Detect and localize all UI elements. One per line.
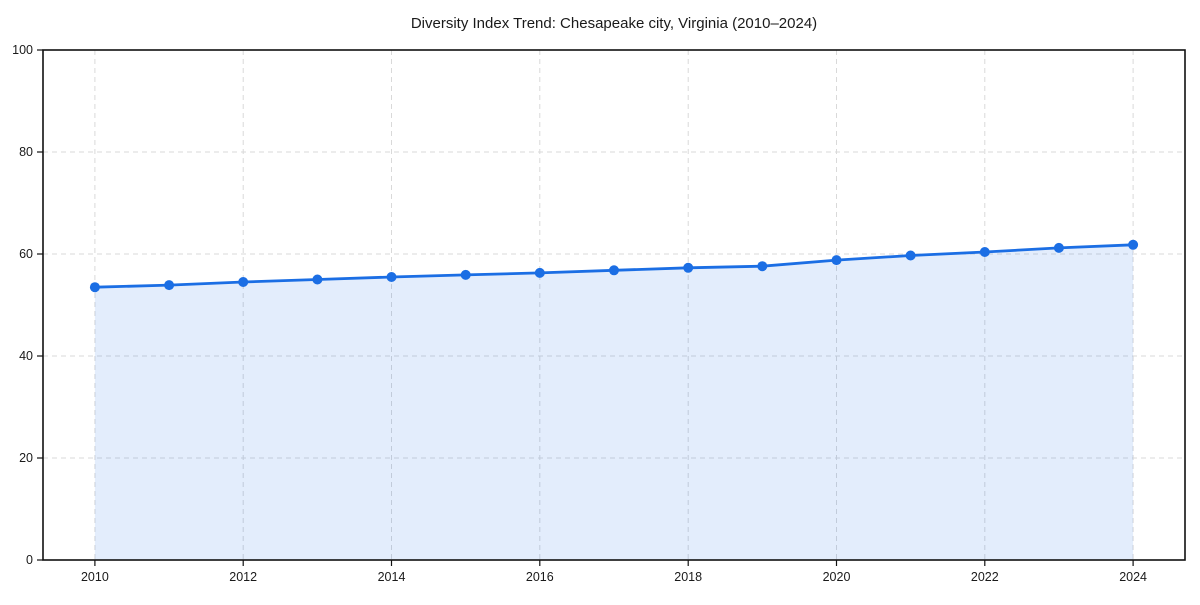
y-tick-label: 40 <box>19 349 33 363</box>
x-tick-label: 2016 <box>526 570 554 584</box>
data-point <box>831 255 842 266</box>
y-tick-label: 20 <box>19 451 33 465</box>
data-point <box>683 262 694 273</box>
x-tick-label: 2022 <box>971 570 999 584</box>
x-tick-label: 2020 <box>823 570 851 584</box>
data-point <box>534 267 545 278</box>
area-fill <box>94 244 1134 561</box>
data-point <box>386 272 397 282</box>
x-tick-label: 2018 <box>674 570 702 584</box>
data-point <box>164 280 175 291</box>
x-tick-label: 2010 <box>81 570 109 584</box>
data-point <box>905 250 916 261</box>
chart-title: Diversity Index Trend: Chesapeake city, … <box>411 15 817 32</box>
data-point <box>89 282 100 293</box>
data-point <box>238 277 249 287</box>
data-point <box>1053 242 1064 253</box>
y-tick-label: 100 <box>12 43 33 57</box>
y-tick-label: 60 <box>19 247 33 261</box>
x-tick-label: 2024 <box>1119 570 1147 584</box>
plot-area: 2010 2012 2014 2016 2018 2020 2022 2024 0 20 40 60 8… <box>12 43 1186 584</box>
y-tick-label: 80 <box>19 145 33 159</box>
data-point <box>757 261 768 272</box>
data-point <box>312 274 323 285</box>
x-tick-label: 2014 <box>378 570 406 584</box>
x-tick-label: 2012 <box>229 570 257 584</box>
plot-border <box>42 49 1186 561</box>
data-point <box>460 269 471 280</box>
data-point <box>1128 239 1139 250</box>
data-point <box>979 247 990 257</box>
y-tick-label: 0 <box>26 553 33 567</box>
data-point <box>609 265 619 276</box>
